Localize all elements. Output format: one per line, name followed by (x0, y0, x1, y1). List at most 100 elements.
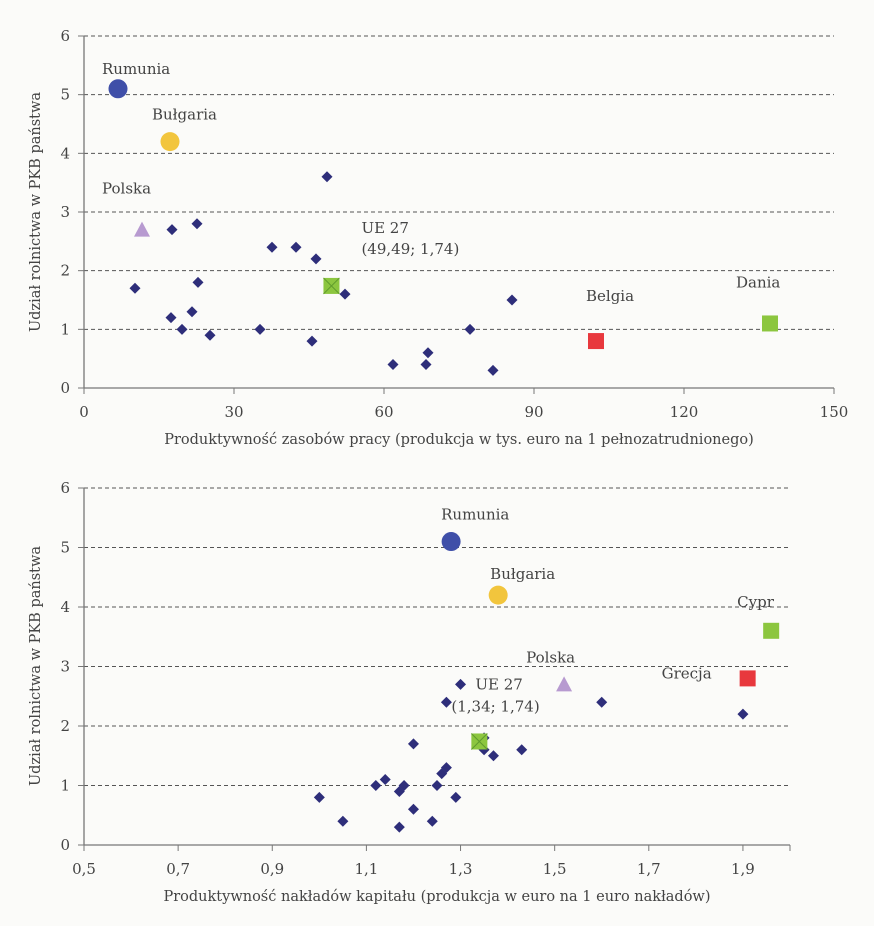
chart-top-y-axis-title: Udział rolnictwa w PKB państwa (28, 92, 44, 332)
bottom-x-tick-label: 1,9 (731, 860, 755, 878)
bottom-data-point (407, 803, 419, 815)
top-y-tick-label: 2 (60, 262, 70, 280)
top-data-point (339, 288, 351, 300)
bottom-y-tick-label: 4 (60, 598, 70, 616)
bottom-data-point (737, 708, 749, 720)
top-y-tick-label: 1 (60, 320, 70, 338)
bottom-data-point (313, 791, 325, 803)
chart-bottom-x-axis-title: Produktywność nakładów kapitału (produkc… (163, 889, 710, 905)
bottom-point-cypr (763, 622, 780, 639)
top-data-point (420, 359, 432, 371)
top-x-tick-label: 120 (670, 403, 699, 421)
top-y-tick-label: 6 (60, 27, 70, 45)
bottom-x-tick-label: 0,7 (166, 860, 190, 878)
bottom-y-tick-label: 5 (60, 539, 70, 557)
bottom-data-point (596, 696, 608, 708)
top-x-tick-label: 150 (820, 403, 849, 421)
bottom-data-point (370, 780, 382, 791)
bottom-x-tick-label: 1,1 (354, 860, 378, 878)
bottom-point-ue-27-label: UE 27 (475, 675, 522, 693)
chart-bottom-capital-productivity: Produktywność nakładów kapitału (produkc… (28, 479, 791, 905)
top-data-point (506, 294, 518, 306)
bottom-data-point (450, 791, 462, 803)
bottom-x-tick-label: 1,3 (449, 860, 473, 878)
top-point-dania (762, 315, 778, 332)
top-data-point (176, 323, 188, 335)
top-x-tick-label: 30 (224, 403, 243, 421)
top-data-point (254, 323, 266, 335)
top-point-belgia (588, 333, 604, 350)
top-data-point (321, 171, 333, 183)
bottom-data-point (487, 750, 499, 762)
top-data-point (166, 224, 178, 236)
bottom-point-rumunia-label: Rumunia (441, 506, 509, 524)
bottom-y-tick-label: 0 (60, 836, 70, 854)
top-y-tick-label: 3 (60, 203, 70, 221)
bottom-point-ue-27-cross (471, 733, 488, 750)
top-point-polska-label: Polska (102, 180, 151, 198)
bottom-data-point (337, 815, 349, 827)
top-data-point (192, 276, 204, 288)
top-data-point (310, 253, 322, 265)
bottom-point-bulgaria-label: Bułgaria (490, 565, 555, 583)
bottom-data-point (393, 821, 405, 833)
top-point-ue-27-cross (323, 277, 340, 295)
bottom-data-point (440, 762, 452, 774)
bottom-data-point (398, 780, 410, 791)
bottom-data-point (516, 744, 528, 756)
top-y-tick-label: 5 (60, 86, 70, 104)
top-y-tick-label: 4 (60, 144, 70, 162)
bottom-data-point (379, 774, 391, 786)
chart-top-labor-productivity: Produktywność zasobów pracy (produkcja w… (28, 27, 848, 448)
bottom-y-tick-label: 6 (60, 479, 70, 497)
top-data-point (422, 347, 434, 359)
bottom-point-bulgaria (488, 585, 508, 605)
top-point-rumunia (108, 79, 128, 99)
top-y-tick-label: 0 (60, 379, 70, 397)
bottom-x-tick-label: 0,9 (260, 860, 284, 878)
top-data-point (186, 306, 198, 318)
top-data-point (204, 329, 216, 341)
top-point-polska (134, 221, 150, 237)
bottom-data-point (431, 780, 443, 791)
top-data-point (387, 359, 399, 371)
bottom-point-ue-27-coordinates-label: (1,34; 1,74) (451, 697, 539, 715)
chart-top-x-axis-title: Produktywność zasobów pracy (produkcja w… (164, 432, 754, 448)
bottom-point-polska (556, 676, 573, 692)
top-data-point (165, 312, 177, 324)
bottom-x-tick-label: 1,5 (543, 860, 567, 878)
top-point-ue-27-coordinates-label: (49,49; 1,74) (361, 240, 459, 258)
bottom-x-tick-label: 1,7 (637, 860, 661, 878)
chart-bottom-y-axis-title: Udział rolnictwa w PKB państwa (28, 546, 44, 786)
top-point-belgia-label: Belgia (586, 287, 634, 305)
top-x-tick-label: 90 (524, 403, 543, 421)
bottom-data-point (407, 738, 419, 750)
bottom-data-point (440, 696, 452, 708)
bottom-y-tick-label: 3 (60, 658, 70, 676)
top-data-point (191, 218, 203, 230)
top-data-point (487, 364, 499, 376)
top-x-tick-label: 60 (374, 403, 393, 421)
bottom-data-point (455, 678, 467, 690)
bottom-y-tick-label: 1 (60, 777, 70, 795)
bottom-y-tick-label: 2 (60, 717, 70, 735)
top-data-point (266, 241, 278, 253)
bottom-data-point (426, 815, 438, 827)
bottom-point-polska-label: Polska (526, 648, 575, 666)
bottom-point-grecja (739, 670, 756, 687)
bottom-point-grecja-label: Grecja (662, 664, 712, 682)
top-data-point (464, 323, 476, 335)
top-data-point (290, 241, 302, 253)
top-point-rumunia-label: Rumunia (102, 60, 170, 78)
top-x-tick-label: 0 (79, 403, 89, 421)
top-point-bulgaria-label: Bułgaria (152, 106, 217, 124)
top-point-bulgaria (160, 132, 180, 152)
bottom-point-rumunia (441, 532, 461, 552)
bottom-x-tick-label: 0,5 (72, 860, 96, 878)
bottom-point-cypr-label: Cypr (737, 593, 775, 611)
top-data-point (306, 335, 318, 347)
top-point-dania-label: Dania (736, 273, 780, 291)
top-data-point (129, 282, 141, 294)
top-point-ue-27-label: UE 27 (361, 219, 408, 237)
